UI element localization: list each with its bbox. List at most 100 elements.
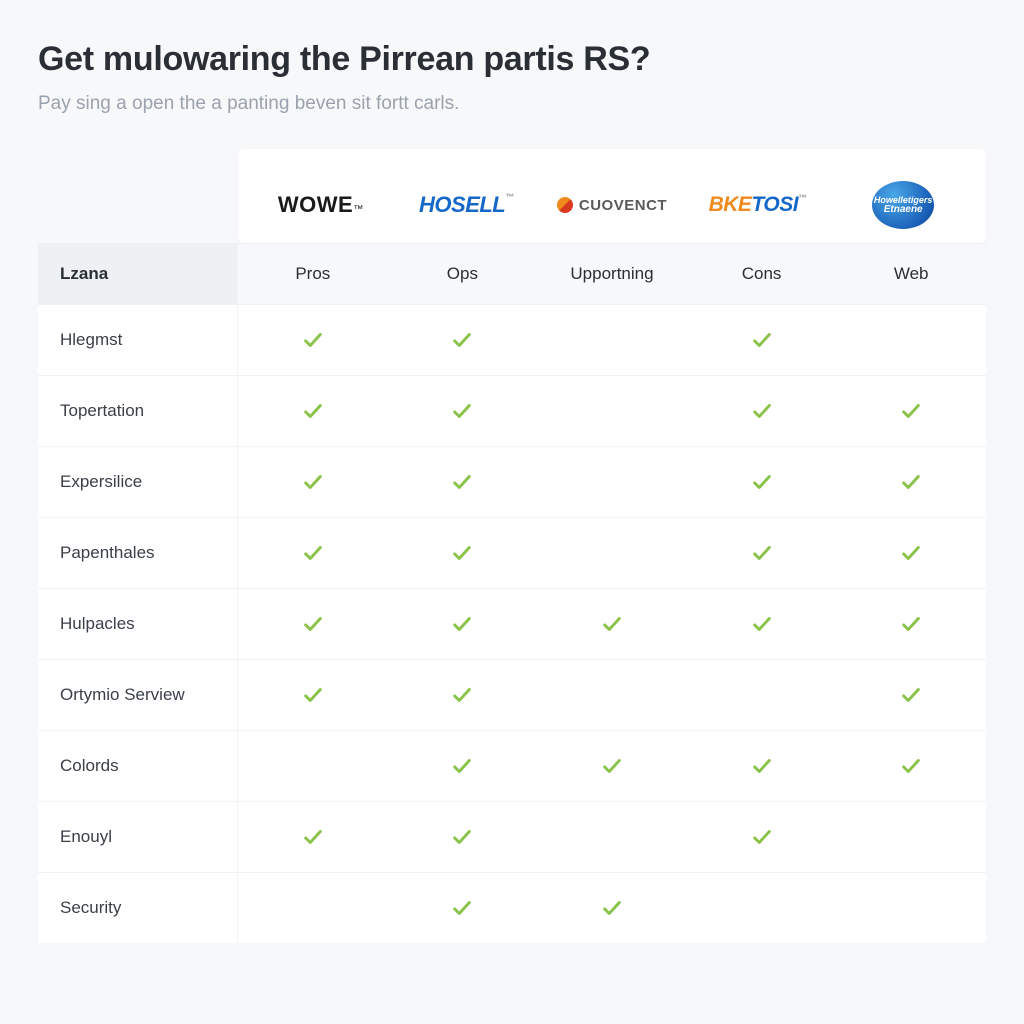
table-cell — [687, 660, 837, 730]
table-cell — [687, 305, 837, 375]
table-cell — [388, 305, 538, 375]
table-cell — [687, 447, 837, 517]
checkmark-icon — [751, 400, 773, 422]
checkmark-icon — [451, 613, 473, 635]
table-cell — [687, 589, 837, 659]
table-cell — [537, 305, 687, 375]
table-body: HlegmstTopertationExpersilicePapenthales… — [38, 304, 986, 943]
table-cell — [687, 802, 837, 872]
table-row: Topertation — [38, 375, 986, 446]
feature-label: Expersilice — [38, 447, 238, 517]
table-cell — [238, 802, 388, 872]
table-cell — [388, 518, 538, 588]
table-cell — [238, 873, 388, 943]
feature-label: Hlegmst — [38, 305, 238, 375]
checkmark-icon — [601, 897, 623, 919]
table-cell — [836, 731, 986, 801]
table-cell — [238, 660, 388, 730]
table-cell — [388, 660, 538, 730]
page-title: Get mulowaring the Pirrean partis RS? — [38, 40, 986, 79]
table-cell — [238, 589, 388, 659]
table-row: Enouyl — [38, 801, 986, 872]
brand-logo-hosell: HOSELL™ — [394, 177, 540, 233]
table-cell — [388, 802, 538, 872]
table-row: Papenthales — [38, 517, 986, 588]
checkmark-icon — [601, 613, 623, 635]
table-cell — [836, 376, 986, 446]
checkmark-icon — [451, 471, 473, 493]
checkmark-icon — [451, 897, 473, 919]
checkmark-icon — [302, 542, 324, 564]
table-cell — [388, 376, 538, 446]
feature-label: Topertation — [38, 376, 238, 446]
table-cell — [388, 589, 538, 659]
table-cell — [836, 802, 986, 872]
checkmark-icon — [900, 471, 922, 493]
table-cell — [687, 731, 837, 801]
table-row: Colords — [38, 730, 986, 801]
checkmark-icon — [751, 613, 773, 635]
table-cell — [388, 731, 538, 801]
feature-label: Enouyl — [38, 802, 238, 872]
table-row: Expersilice — [38, 446, 986, 517]
checkmark-icon — [451, 542, 473, 564]
comparison-table: Lzana ProsOpsUpportningConsWeb HlegmstTo… — [38, 243, 986, 943]
column-header: Web — [836, 244, 986, 304]
table-cell — [537, 447, 687, 517]
checkmark-icon — [900, 684, 922, 706]
checkmark-icon — [900, 542, 922, 564]
table-cell — [836, 660, 986, 730]
checkmark-icon — [451, 329, 473, 351]
table-cell — [687, 376, 837, 446]
table-header-row: Lzana ProsOpsUpportningConsWeb — [38, 243, 986, 304]
table-cell — [537, 376, 687, 446]
table-cell — [687, 518, 837, 588]
table-cell — [537, 589, 687, 659]
brand-logo-wowe: WOWE™ — [248, 177, 394, 233]
table-cell — [836, 589, 986, 659]
checkmark-icon — [900, 613, 922, 635]
table-row: Ortymio Serview — [38, 659, 986, 730]
table-cell — [537, 518, 687, 588]
checkmark-icon — [451, 400, 473, 422]
page-root: Get mulowaring the Pirrean partis RS? Pa… — [0, 0, 1024, 943]
table-row: Hlegmst — [38, 304, 986, 375]
checkmark-icon — [302, 684, 324, 706]
checkmark-icon — [900, 755, 922, 777]
feature-label: Ortymio Serview — [38, 660, 238, 730]
brand-logo-row: WOWE™HOSELL™CUOVENCTBKETOSI™Howelletiger… — [238, 149, 986, 243]
checkmark-icon — [900, 400, 922, 422]
feature-label: Papenthales — [38, 518, 238, 588]
table-cell — [238, 376, 388, 446]
checkmark-icon — [302, 471, 324, 493]
checkmark-icon — [751, 755, 773, 777]
brand-logo-cuovenct: CUOVENCT — [539, 177, 685, 233]
table-cell — [687, 873, 837, 943]
table-cell — [238, 447, 388, 517]
checkmark-icon — [601, 755, 623, 777]
column-header: Pros — [238, 244, 388, 304]
table-cell — [836, 305, 986, 375]
table-cell — [537, 802, 687, 872]
checkmark-icon — [451, 684, 473, 706]
checkmark-icon — [751, 542, 773, 564]
column-header: Cons — [687, 244, 837, 304]
page-subtitle: Pay sing a open the a panting beven sit … — [38, 93, 986, 115]
checkmark-icon — [451, 755, 473, 777]
feature-label: Security — [38, 873, 238, 943]
table-cell — [388, 873, 538, 943]
table-cell — [836, 447, 986, 517]
table-cell — [238, 731, 388, 801]
checkmark-icon — [451, 826, 473, 848]
checkmark-icon — [302, 826, 324, 848]
table-cell — [388, 447, 538, 517]
column-header: Ops — [388, 244, 538, 304]
feature-label: Hulpacles — [38, 589, 238, 659]
checkmark-icon — [302, 613, 324, 635]
table-cell — [537, 660, 687, 730]
table-cell — [238, 305, 388, 375]
checkmark-icon — [302, 329, 324, 351]
table-row: Security — [38, 872, 986, 943]
table-cell — [537, 731, 687, 801]
table-cell — [836, 518, 986, 588]
